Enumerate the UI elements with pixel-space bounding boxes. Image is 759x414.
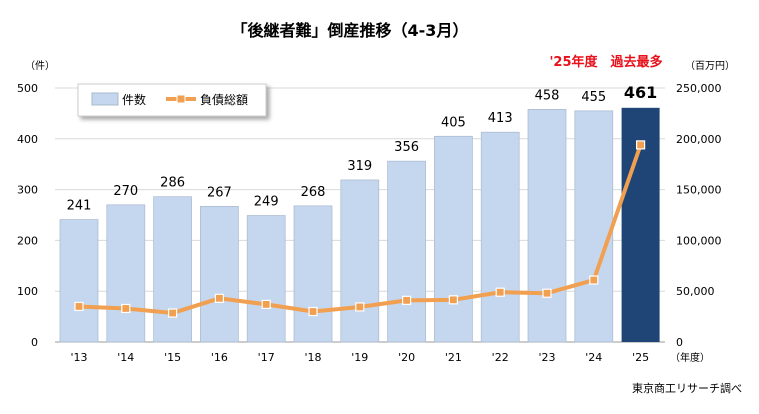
x-tick-label: '24 (585, 351, 602, 364)
right-tick-label: 250,000 (676, 82, 722, 95)
bar (153, 196, 192, 343)
x-tick-label: '17 (258, 351, 275, 364)
debt-marker (308, 306, 318, 317)
left-axis-unit: （件） (25, 60, 55, 72)
debt-marker (261, 299, 271, 310)
chart-title: 「後継者難」倒産推移（4-3月） (232, 21, 469, 40)
bar-data-label: 455 (581, 90, 606, 105)
right-tick-label: 200,000 (676, 133, 722, 146)
bar (246, 215, 286, 343)
debt-marker (542, 288, 552, 298)
x-tick-label: '18 (304, 351, 321, 364)
x-tick-label: '19 (351, 351, 368, 364)
debt-marker (448, 295, 458, 305)
bar-data-label: 356 (394, 140, 419, 155)
legend-line-label: 負債総額 (200, 92, 248, 107)
bar-data-label: 286 (160, 176, 185, 191)
x-tick-label: '14 (117, 351, 134, 364)
bar (387, 160, 426, 343)
right-tick-label: 50,000 (676, 285, 715, 298)
right-tick-label: 100,000 (676, 234, 722, 247)
debt-marker (121, 303, 131, 314)
bar (59, 219, 99, 343)
bar (200, 206, 239, 343)
bar (293, 205, 333, 343)
x-tick-label: '20 (398, 351, 415, 364)
debt-marker (635, 140, 646, 150)
left-tick-label: 200 (17, 234, 38, 247)
debt-marker (168, 308, 178, 318)
bar-data-label: 241 (67, 199, 92, 214)
debt-marker (495, 287, 505, 297)
bar-data-label: 249 (254, 195, 279, 210)
bar-data-label: 405 (441, 115, 466, 130)
bar-data-label: 270 (113, 184, 138, 199)
x-tick-label: '23 (538, 351, 555, 364)
legend-line-marker (176, 94, 186, 104)
bar-data-label: 458 (535, 88, 560, 103)
debt-marker (214, 293, 224, 303)
source-note: 東京商工リサーチ調べ (632, 381, 742, 395)
right-tick-label: 150,000 (676, 184, 722, 197)
left-tick-label: 300 (17, 184, 38, 197)
bar (106, 204, 146, 343)
bar (574, 110, 614, 343)
bar (434, 135, 473, 343)
debt-marker (355, 302, 365, 312)
left-tick-label: 400 (17, 133, 38, 146)
x-tick-label: '15 (164, 351, 181, 364)
x-tick-label: '13 (70, 351, 87, 364)
bar-data-label: 267 (207, 185, 232, 200)
bar (527, 108, 567, 343)
x-tick-label: '16 (211, 351, 228, 364)
bar (340, 179, 380, 343)
bar-data-label: 461 (624, 83, 657, 102)
debt-marker (589, 275, 599, 285)
bar-data-label: 319 (347, 159, 372, 174)
left-tick-label: 100 (17, 285, 38, 298)
bar-data-label: 268 (301, 185, 326, 200)
left-tick-label: 0 (31, 336, 38, 349)
debt-marker (74, 301, 84, 312)
legend-bar-swatch (91, 92, 119, 106)
x-tick-label: '22 (492, 351, 509, 364)
bar (480, 131, 520, 343)
right-tick-label: 0 (676, 336, 683, 349)
x-axis-unit: （年度） (670, 351, 710, 364)
bar-data-label: 413 (488, 111, 513, 126)
left-tick-label: 500 (17, 82, 38, 95)
x-tick-label: '21 (445, 351, 462, 364)
x-tick-label: '25 (632, 351, 649, 364)
right-axis-unit: （百万円） (685, 60, 735, 72)
record-annotation: '25年度 過去最多 (549, 54, 662, 70)
legend-bar-label: 件数 (122, 92, 146, 107)
debt-marker (402, 295, 412, 305)
